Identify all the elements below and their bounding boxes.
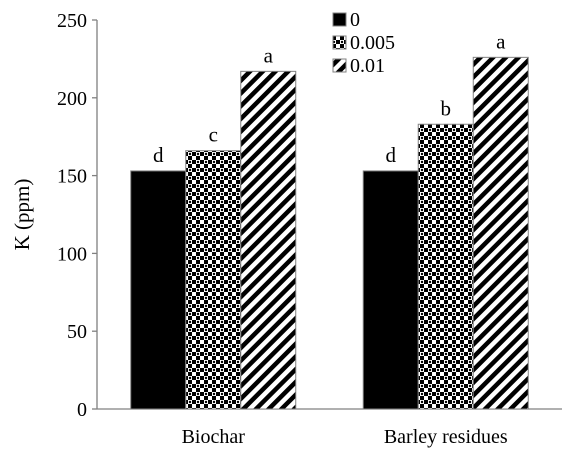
y-tick-label: 150 <box>57 166 87 188</box>
x-tick-label: Barley residues <box>384 426 508 448</box>
significance-label: a <box>264 43 274 67</box>
bar-0-barley-residues <box>362 170 419 410</box>
bar-labels: d c a d b a <box>153 29 506 167</box>
significance-label: a <box>496 29 506 53</box>
significance-label: c <box>209 123 218 147</box>
significance-label: b <box>441 96 452 120</box>
significance-label: d <box>386 143 397 167</box>
bar-0-biochar <box>130 170 187 410</box>
legend-label: 0.005 <box>350 32 395 54</box>
legend-label: 0.01 <box>350 55 385 77</box>
y-axis-title: K (ppm) <box>10 179 34 251</box>
bar-0.005-barley-residues <box>417 123 474 410</box>
legend-swatch-0.01 <box>332 58 347 73</box>
axes: 0 50 100 150 200 250 K (ppm) Biochar Barley resi… <box>10 10 562 448</box>
bars <box>130 56 529 410</box>
bar-0.01-biochar <box>240 70 297 410</box>
bar-0.01-barley-residues <box>472 56 529 410</box>
y-tick-label: 0 <box>77 399 87 421</box>
legend-label: 0 <box>350 9 360 31</box>
y-tick-label: 50 <box>67 321 87 343</box>
legend-swatch-0.005 <box>332 35 347 50</box>
y-tick-label: 100 <box>57 243 87 265</box>
y-tick-label: 200 <box>57 88 87 110</box>
bar-0.005-biochar <box>185 150 242 410</box>
significance-label: d <box>153 143 164 167</box>
x-tick-label: Biochar <box>182 426 246 448</box>
legend-swatch-0 <box>332 12 347 27</box>
y-tick-label: 250 <box>57 10 87 32</box>
